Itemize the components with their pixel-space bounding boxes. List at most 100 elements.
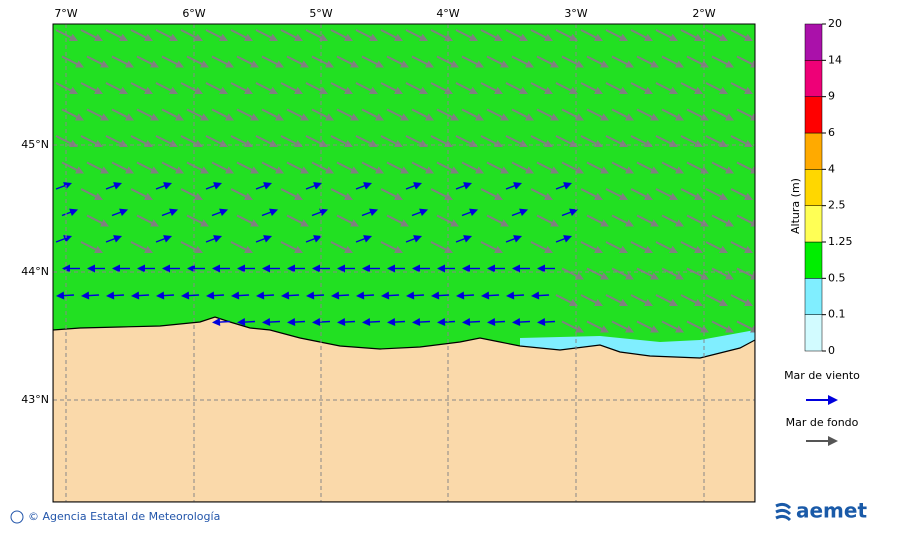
arrow-head — [619, 192, 628, 200]
arrow-head — [100, 219, 109, 227]
arrow-head — [263, 235, 272, 243]
arrow-head — [775, 113, 784, 120]
arrow-head — [550, 166, 559, 174]
arrow-head — [350, 219, 359, 227]
arrow-head — [525, 60, 534, 68]
arrow-head — [150, 113, 159, 121]
arrow-head — [619, 33, 628, 41]
arrow-head — [544, 192, 553, 200]
graticule — [53, 24, 755, 502]
arrow-head — [575, 113, 584, 121]
arrow-head — [744, 298, 753, 306]
legend-label: Mar de fondo — [786, 416, 859, 429]
arrow-head — [444, 192, 453, 200]
arrow-head — [63, 182, 72, 190]
arrow-head — [400, 60, 409, 68]
colorbar-label: 20 — [828, 17, 842, 30]
arrow-head — [475, 166, 484, 174]
arrow-head — [262, 264, 270, 273]
colorbar-title: Altura (m) — [789, 178, 802, 234]
arrow-head — [487, 264, 495, 273]
arrow-head — [219, 33, 228, 41]
arrow-head — [550, 219, 559, 227]
colorbar-segment — [804, 23, 823, 61]
colorbar-label: 0 — [828, 344, 835, 357]
arrow-head — [175, 166, 184, 174]
arrow-head — [312, 318, 321, 327]
arrow-head — [394, 33, 403, 41]
arrow-head — [694, 298, 703, 306]
arrow-head — [769, 140, 778, 147]
legend-arrows — [806, 395, 838, 446]
arrow-head — [269, 33, 278, 41]
arrow-head — [87, 264, 95, 273]
arrow-head — [256, 291, 265, 300]
arrow-head — [375, 113, 384, 121]
arrow-head — [219, 208, 228, 217]
arrow-head — [525, 113, 534, 121]
arrow-head — [119, 208, 128, 217]
arrow-head — [394, 86, 403, 94]
arrow-head — [463, 182, 472, 190]
map-frame — [52, 23, 756, 503]
arrow-head — [175, 60, 184, 68]
arrow-head — [500, 166, 509, 174]
arrow-head — [563, 235, 572, 243]
credit: © Agencia Estatal de Meteorología — [28, 510, 220, 523]
arrow-head — [425, 113, 434, 121]
arrow-head — [369, 33, 378, 41]
arrow-head — [675, 60, 684, 68]
arrow-shaft — [756, 242, 774, 251]
arrow-head — [475, 60, 484, 68]
arrow-head — [625, 219, 634, 227]
arrow-head — [775, 219, 784, 226]
arrow-shaft — [756, 295, 774, 304]
arrow-head — [375, 166, 384, 174]
map — [53, 24, 784, 502]
arrow-shaft — [756, 83, 774, 92]
arrow-head — [244, 33, 253, 41]
arrow-head — [512, 264, 520, 273]
arrow-head — [450, 166, 459, 174]
arrow-head — [294, 33, 303, 41]
arrow-head — [544, 245, 553, 253]
lon-label: 2°W — [692, 7, 715, 20]
colorbar-segment — [804, 96, 823, 134]
arrow-head — [700, 272, 709, 280]
arrow-head — [575, 166, 584, 174]
arrow-head — [275, 113, 284, 121]
colorbar-label: 14 — [828, 53, 842, 66]
arrow-head — [119, 86, 128, 94]
arrow-head — [213, 182, 222, 190]
arrow-shaft — [762, 269, 780, 278]
arrow-head — [444, 86, 453, 94]
colorbar-label: 4 — [828, 162, 835, 175]
arrow-head — [675, 272, 684, 280]
arrow-head — [406, 291, 415, 300]
arrow-head — [163, 182, 172, 190]
arrow-shaft — [762, 322, 780, 331]
arrow-head — [644, 298, 653, 306]
arrow-head — [94, 192, 103, 200]
arrow-head — [300, 219, 309, 227]
arrow-head — [644, 192, 653, 200]
arrow-head — [675, 219, 684, 227]
arrow-head — [725, 60, 734, 68]
arrow-head — [94, 33, 103, 41]
arrow-head — [531, 291, 540, 300]
arrow-head — [625, 113, 634, 121]
arrow-head — [369, 86, 378, 94]
arrow-head — [575, 60, 584, 68]
arrow-head — [725, 219, 734, 227]
arrow-head — [700, 219, 709, 227]
colorbar-segment — [804, 241, 823, 279]
arrow-head — [775, 325, 784, 332]
arrow-head — [600, 166, 609, 174]
arrow-head — [481, 291, 490, 300]
arrow-head — [194, 86, 203, 94]
arrow-head — [225, 166, 234, 174]
arrow-head — [650, 219, 659, 227]
copyright-ring — [10, 510, 24, 524]
arrow-head — [163, 235, 172, 243]
arrow-head — [200, 219, 209, 227]
